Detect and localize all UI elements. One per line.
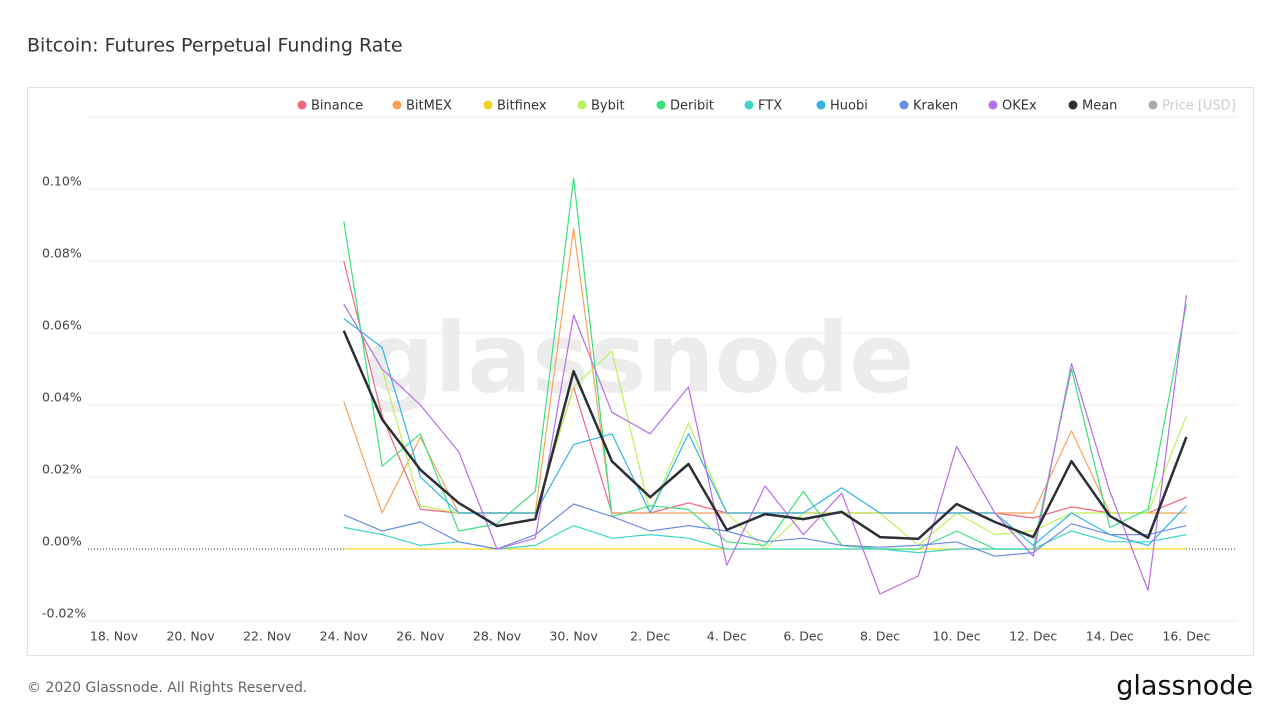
y-tick-label: 0.10% — [42, 174, 82, 189]
legend-marker — [656, 100, 666, 110]
x-tick-label: 14. Dec — [1086, 629, 1134, 644]
x-tick-label: 4. Dec — [707, 629, 747, 644]
y-tick-label: 0.08% — [42, 246, 82, 261]
y-tick-label: 0.06% — [42, 318, 82, 333]
x-tick-label: 22. Nov — [243, 629, 292, 644]
y-tick-label: 0.00% — [42, 534, 82, 549]
legend-marker — [577, 100, 587, 110]
x-tick-label: 24. Nov — [320, 629, 369, 644]
x-tick-label: 18. Nov — [90, 629, 139, 644]
legend-label: Price [USD] — [1162, 99, 1236, 114]
legend-marker — [899, 100, 909, 110]
logo: glassnode — [1116, 671, 1253, 702]
legend-label: Mean — [1082, 99, 1117, 114]
legend-marker — [816, 100, 826, 110]
y-tick-label: -0.02% — [42, 606, 86, 621]
x-tick-label: 6. Dec — [783, 629, 823, 644]
y-tick-label: 0.02% — [42, 462, 82, 477]
x-tick-label: 20. Nov — [166, 629, 215, 644]
x-tick-label: 8. Dec — [860, 629, 900, 644]
chart-panel — [27, 87, 1254, 656]
watermark: glassnode — [366, 302, 915, 414]
legend-label: Deribit — [670, 99, 714, 114]
legend-marker — [744, 100, 754, 110]
legend-label: Binance — [311, 99, 363, 114]
series-line — [343, 503, 1187, 557]
legend-label: Bybit — [591, 99, 625, 114]
series-line — [343, 295, 1187, 595]
legend-marker — [988, 100, 998, 110]
legend-label: FTX — [758, 99, 782, 114]
legend-label: OKEx — [1002, 99, 1037, 114]
chart-title: Bitcoin: Futures Perpetual Funding Rate — [27, 35, 403, 57]
y-tick-label: 0.04% — [42, 390, 82, 405]
x-tick-label: 2. Dec — [630, 629, 670, 644]
legend-marker — [1068, 100, 1078, 110]
x-tick-label: 16. Dec — [1162, 629, 1210, 644]
legend-marker — [1148, 100, 1158, 110]
legend-marker — [483, 100, 493, 110]
legend-label: Huobi — [830, 99, 868, 114]
x-tick-label: 30. Nov — [549, 629, 598, 644]
legend-marker — [297, 100, 307, 110]
x-tick-label: 28. Nov — [473, 629, 522, 644]
legend-label: Kraken — [913, 99, 958, 114]
series-line — [342, 330, 1188, 541]
legend-label: BitMEX — [406, 99, 452, 114]
x-tick-label: 10. Dec — [933, 629, 981, 644]
legend-marker — [392, 100, 402, 110]
x-tick-label: 26. Nov — [396, 629, 445, 644]
legend-label: Bitfinex — [497, 99, 547, 114]
footer: © 2020 Glassnode. All Rights Reserved. — [27, 680, 307, 696]
x-tick-label: 12. Dec — [1009, 629, 1057, 644]
